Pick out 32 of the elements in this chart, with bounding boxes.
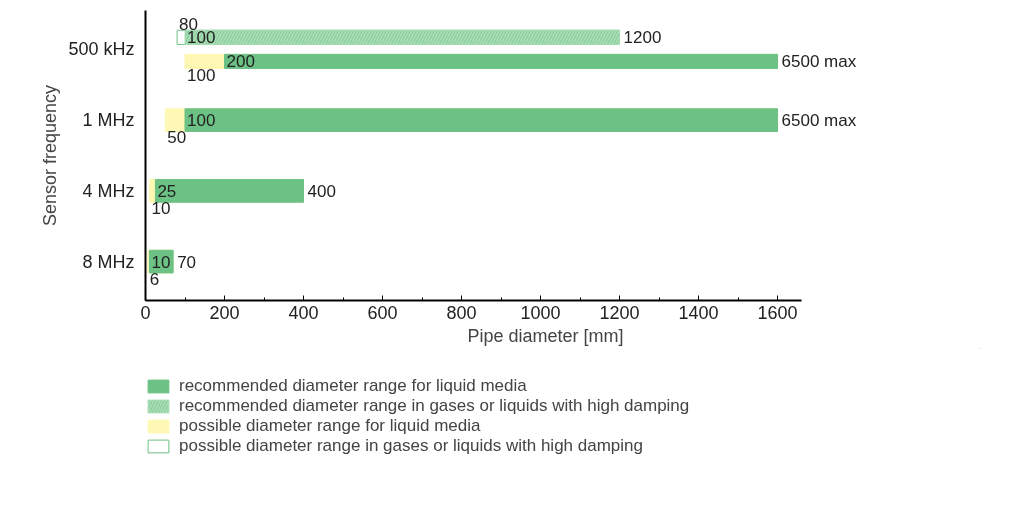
annotation: 25 bbox=[157, 181, 177, 201]
annotation: 6500 max bbox=[781, 110, 857, 130]
x-tick-label: 1200 bbox=[599, 302, 640, 323]
x-tick-label: 1600 bbox=[757, 302, 798, 323]
x-axis-title: Pipe diameter [mm] bbox=[467, 325, 624, 346]
annotation: 100 bbox=[187, 111, 216, 131]
annotation: 400 bbox=[307, 181, 336, 201]
legend-label: recommended diameter range for liquid media bbox=[179, 376, 527, 396]
annotation: 10 bbox=[151, 252, 171, 272]
annotation: 1200 bbox=[623, 28, 662, 48]
annotation: 200 bbox=[226, 52, 255, 72]
y-tick-label: 4 MHz bbox=[82, 180, 135, 201]
x-tick-label: 0 bbox=[140, 302, 151, 323]
annotation: 100 bbox=[187, 65, 216, 85]
annotation: 10 bbox=[151, 199, 171, 219]
x-tick-label: 200 bbox=[209, 302, 240, 323]
x-tick-label: 400 bbox=[288, 302, 319, 323]
y-tick-label: 500 kHz bbox=[68, 39, 135, 60]
legend-label: possible diameter range in gases or liquids with high damping bbox=[179, 436, 643, 456]
y-axis-title: Sensor frequency bbox=[40, 84, 61, 227]
y-tick-label: 1 MHz bbox=[82, 110, 135, 131]
legend-label: possible diameter range for liquid media bbox=[179, 416, 481, 436]
x-tick-label: 1400 bbox=[678, 302, 719, 323]
annotation: 6500 max bbox=[781, 51, 857, 71]
legend-label: recommended diameter range in gases or liquids with high damping bbox=[179, 396, 690, 416]
annotation: 6 bbox=[149, 269, 160, 289]
x-tick-label: 600 bbox=[367, 302, 398, 323]
annotation: 50 bbox=[167, 128, 187, 148]
annotation: 70 bbox=[177, 252, 197, 272]
x-tick-label: 800 bbox=[446, 302, 477, 323]
y-tick-label: 8 MHz bbox=[82, 251, 135, 272]
x-tick-label: 1000 bbox=[520, 302, 561, 323]
